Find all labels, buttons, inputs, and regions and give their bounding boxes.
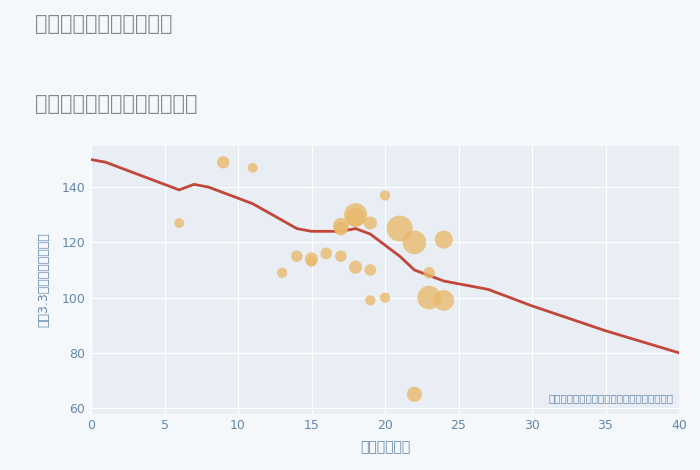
Y-axis label: 坪（3.3㎡）単価（万円）: 坪（3.3㎡）単価（万円）: [38, 232, 50, 327]
Point: [365, 266, 376, 274]
Point: [306, 258, 317, 266]
Point: [276, 269, 288, 276]
Point: [350, 214, 361, 221]
Point: [409, 239, 420, 246]
Point: [247, 164, 258, 172]
Point: [409, 391, 420, 398]
Point: [394, 225, 405, 232]
Point: [174, 219, 185, 227]
Point: [218, 158, 229, 166]
Point: [365, 297, 376, 304]
Point: [438, 236, 449, 243]
Point: [335, 222, 346, 229]
Point: [350, 211, 361, 219]
Point: [321, 250, 332, 257]
Point: [438, 297, 449, 304]
X-axis label: 築年数（年）: 築年数（年）: [360, 440, 410, 454]
Point: [335, 252, 346, 260]
Point: [424, 294, 435, 301]
Point: [335, 225, 346, 232]
Point: [379, 294, 391, 301]
Point: [365, 219, 376, 227]
Text: 円の大きさは、取引のあった物件面積を示す: 円の大きさは、取引のあった物件面積を示す: [548, 393, 673, 403]
Text: 築年数別中古マンション価格: 築年数別中古マンション価格: [35, 94, 197, 114]
Point: [350, 264, 361, 271]
Point: [291, 252, 302, 260]
Point: [424, 269, 435, 276]
Point: [379, 192, 391, 199]
Text: 兵庫県西宮市樋ノ口町の: 兵庫県西宮市樋ノ口町の: [35, 14, 172, 34]
Point: [306, 255, 317, 263]
